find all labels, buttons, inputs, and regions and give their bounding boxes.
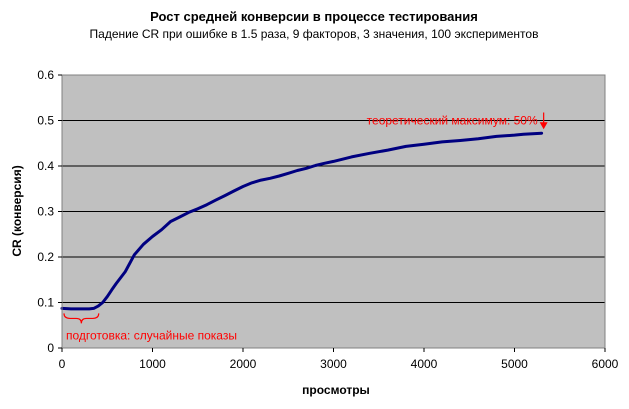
chart-subtitle: Падение CR при ошибке в 1.5 раза, 9 факт… — [90, 27, 539, 41]
x-axis-label: просмотры — [302, 383, 370, 397]
y-tick-label: 0.1 — [37, 296, 54, 310]
y-axis-label: CR (конверсия) — [10, 165, 24, 256]
y-tick-label: 0.6 — [37, 68, 54, 82]
annotation-brace — [63, 313, 100, 324]
y-tick-label: 0 — [47, 341, 54, 355]
annotations-layer: теоретический максимум: 50% подготовка: … — [63, 112, 548, 342]
annotation-preparation: подготовка: случайные показы — [66, 328, 237, 342]
y-axis-ticks: 0 0.1 0.2 0.3 0.4 0.5 0.6 — [37, 68, 62, 355]
y-tick-label: 0.3 — [37, 205, 54, 219]
y-tick-label: 0.4 — [37, 159, 54, 173]
series-layer — [60, 131, 544, 311]
x-tick-label: 5000 — [501, 357, 528, 371]
x-tick-label: 3000 — [320, 357, 347, 371]
x-tick-label: 6000 — [592, 357, 619, 371]
annotation-theoretical-max: теоретический максимум: 50% — [367, 114, 538, 128]
x-axis-ticks: 0 1000 2000 3000 4000 5000 6000 — [59, 348, 619, 371]
x-tick-label: 2000 — [230, 357, 257, 371]
series-line — [60, 131, 544, 311]
y-tick-label: 0.2 — [37, 250, 54, 264]
x-tick-label: 1000 — [139, 357, 166, 371]
x-tick-label: 4000 — [411, 357, 438, 371]
chart-title: Рост средней конверсии в процессе тестир… — [150, 9, 478, 24]
y-tick-label: 0.5 — [37, 114, 54, 128]
annotation-arrowhead — [539, 122, 548, 130]
x-tick-label: 0 — [59, 357, 66, 371]
